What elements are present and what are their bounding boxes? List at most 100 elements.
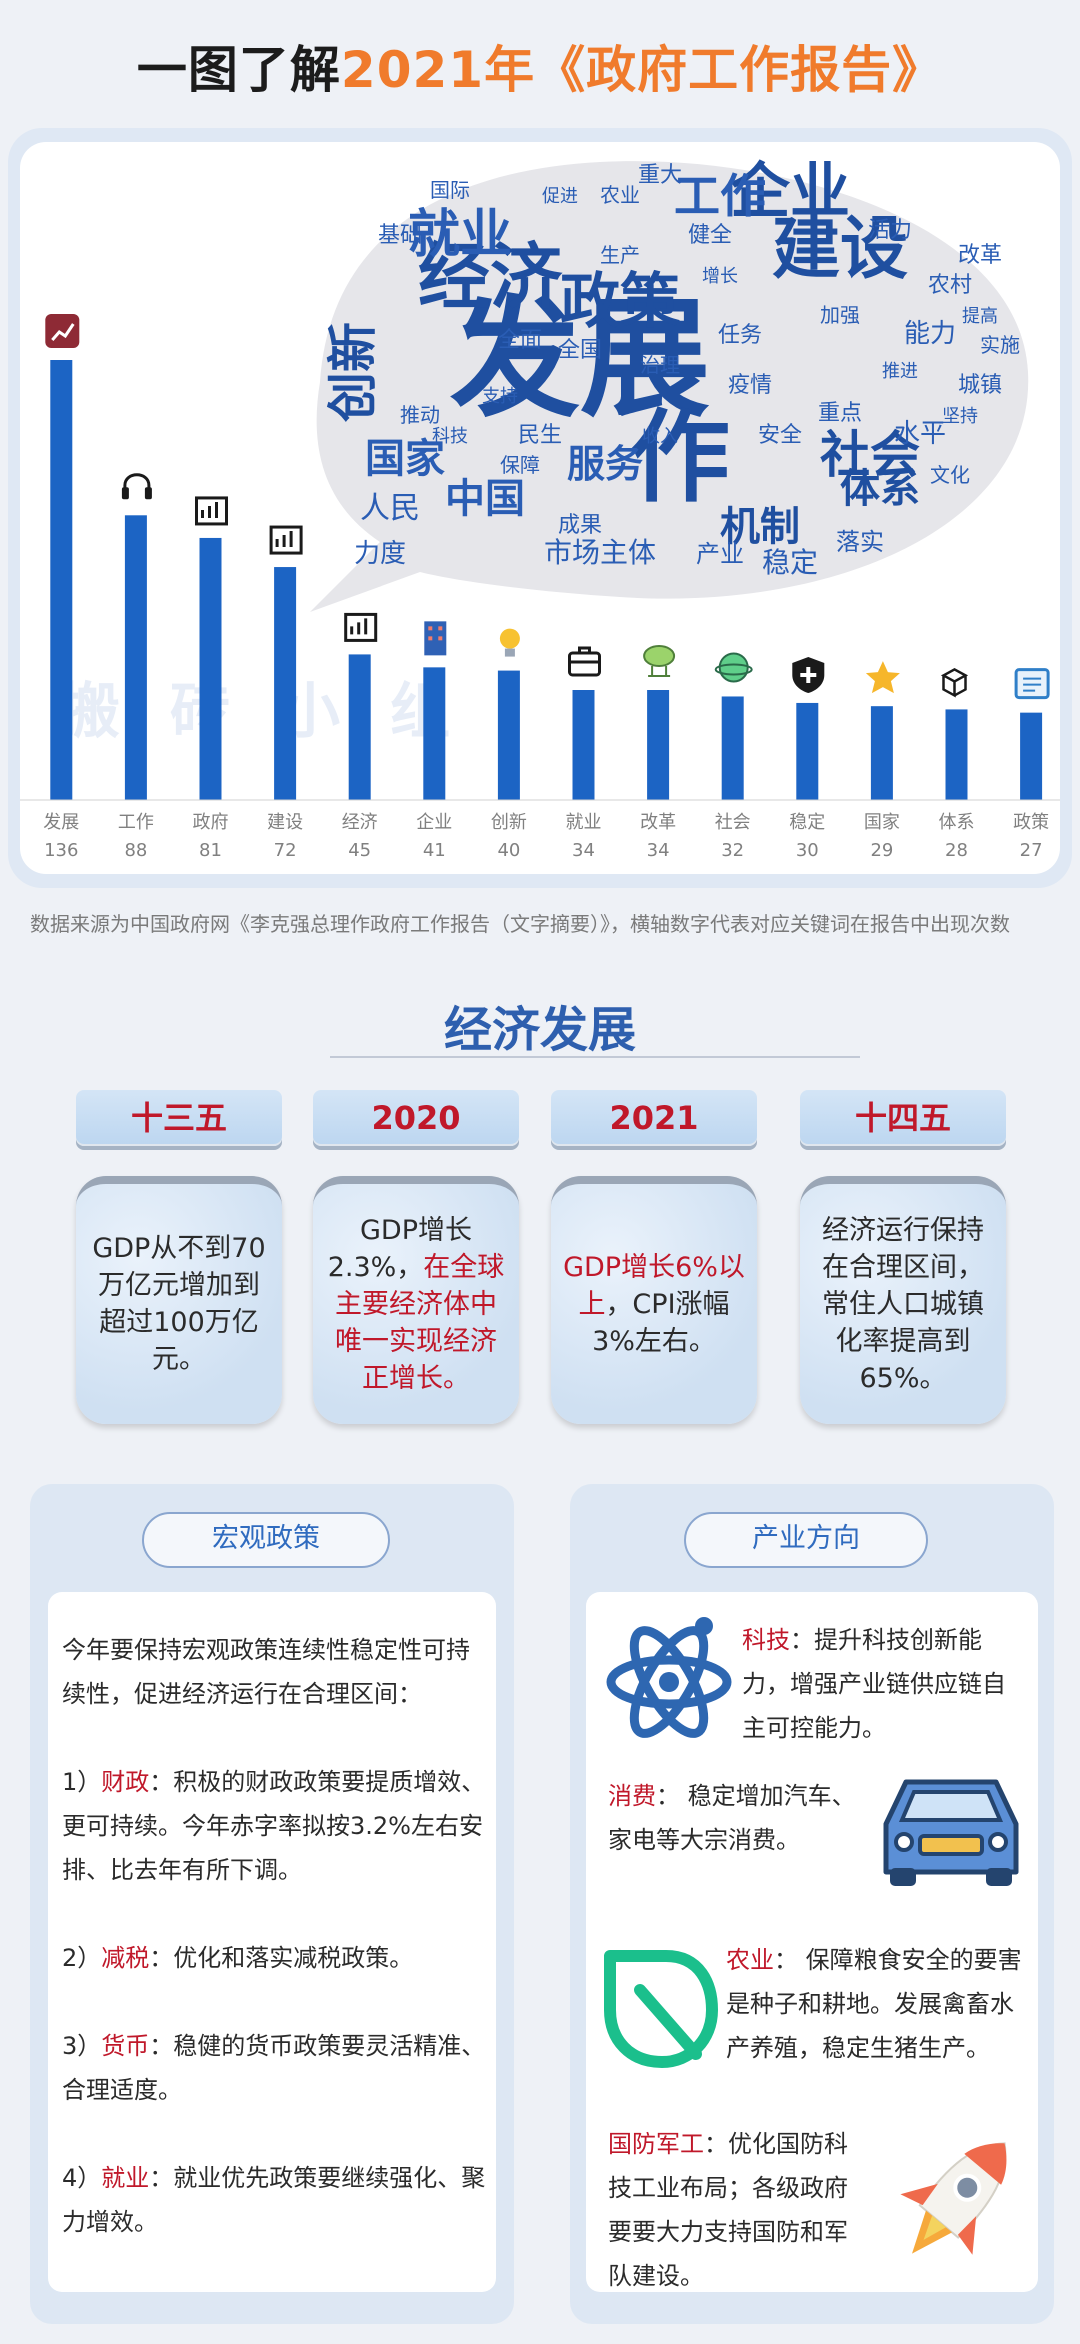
wordcloud-word: 国际 (430, 178, 470, 202)
item-text: ：积极的财政政策要提质增效、更可持续。今年赤字率拟按3.2%左右安排、比去年有所… (62, 1768, 486, 1884)
wordcloud-word: 全国 (558, 338, 602, 363)
wordcloud-word: 市场主体 (544, 536, 656, 569)
wordcloud-word: 改革 (958, 243, 1002, 268)
wordcloud-word: 科技 (432, 426, 468, 447)
macro-policy-title: 宏观政策 (142, 1512, 390, 1568)
growth-chart-icon (344, 612, 378, 642)
office-tower-icon (424, 621, 447, 656)
wordcloud-word: 健全 (688, 223, 732, 248)
wordcloud-word: 任务 (718, 323, 762, 348)
bar-4 (348, 654, 371, 800)
wordcloud-word: 基础 (378, 223, 422, 248)
wordcloud-word: 安全 (758, 423, 802, 448)
wordcloud-word: 推进 (882, 361, 918, 382)
rocket-icon (900, 2142, 1007, 2255)
lightbulb-icon (499, 628, 520, 657)
macro-policy-body: 今年要保持宏观政策连续性稳定性可持续性，促进经济运行在合理区间： 1）财政：积极… (48, 1592, 496, 2292)
wordcloud-word: 坚持 (942, 406, 978, 427)
item-keyword: 国防军工 (608, 2130, 704, 2158)
wordcloud-word: 实施 (980, 333, 1020, 357)
shield-plus-icon (792, 656, 825, 693)
card-text-plain: ，CPI涨幅3%左右。 (592, 1288, 730, 1357)
item-keyword: 货币 (101, 2032, 150, 2060)
industry-title: 产业方向 (684, 1512, 928, 1568)
x-tick-label: 企业 (416, 812, 452, 833)
chart-icon (45, 314, 80, 348)
wordcloud-word: 国家 (365, 436, 445, 482)
bar-1 (124, 515, 147, 800)
card-text: GDP增长2.3%，在全球主要经济体中唯一实现经济正增长。 (325, 1212, 507, 1397)
wordcloud-word: 人民 (360, 491, 420, 526)
data-label: 81 (199, 840, 222, 861)
wordcloud-word: 发展 (450, 283, 710, 435)
bar-2 (199, 537, 222, 800)
wordcloud-word: 增长 (702, 266, 738, 287)
x-tick-label: 政府 (193, 812, 229, 833)
item-keyword: 财政 (101, 1768, 150, 1796)
wordcloud-word: 民生 (518, 423, 562, 448)
item-keyword: 减税 (101, 1944, 150, 1972)
wordcloud-word: 治理 (640, 353, 680, 377)
atom-icon (606, 1617, 732, 1738)
cubes-icon (940, 667, 969, 698)
wordcloud-word: 文化 (930, 463, 970, 487)
wordcloud-word: 提高 (962, 306, 998, 327)
wordcloud-word: 水平 (894, 419, 946, 449)
wordcloud-word: 城镇 (958, 373, 1002, 398)
tab-13th-five-year: 十三五 (76, 1090, 282, 1146)
wordcloud-word: 能力 (904, 319, 956, 349)
x-tick-label: 建设 (267, 812, 303, 833)
x-tick-label: 改革 (640, 812, 676, 833)
keyword-bar-chart: 发展经济政策建设企业就业工作国家中国作社会机制体系服务创新人民市场主体 稳定落实水… (20, 157, 1060, 861)
car-icon (883, 1779, 1019, 1886)
industry-item-agriculture: 农业： 保障粮食安全的要害是种子和耕地。发展禽畜水产养殖，稳定生猪生产。 (726, 1938, 1026, 2070)
wordcloud-word: 重点 (818, 401, 862, 426)
bar-7 (572, 690, 595, 800)
bar-3 (274, 567, 297, 800)
card-text: GDP增长6%以上，CPI涨幅3%左右。 (563, 1249, 745, 1360)
page-title: 一图了解2021年《政府工作报告》 (0, 30, 1080, 102)
item-keyword: 消费 (608, 1782, 656, 1810)
x-tick-label: 社会 (715, 812, 751, 833)
wordcloud-word: 活力 (868, 218, 912, 243)
macro-item-employment: 4）就业：就业优先政策要继续强化、聚力增效。 (62, 2156, 492, 2244)
wordcloud-word: 生产 (600, 243, 640, 267)
x-tick-label: 国家 (864, 812, 900, 833)
data-label: 34 (572, 840, 595, 861)
wordcloud-word: 政策 (560, 267, 680, 337)
tab-2021: 2021 (551, 1090, 757, 1146)
item-text: ：优化国防科技工业布局；各级政府要要大力支持国防和军队建设。 (608, 2130, 848, 2290)
wordcloud-word: 推动 (400, 403, 440, 427)
macro-intro: 今年要保持宏观政策连续性稳定性可持续性，促进经济运行在合理区间： (62, 1636, 470, 1708)
data-label: 32 (721, 840, 744, 861)
card-text-highlight: GDP增长6%以上 (563, 1251, 745, 1320)
data-label: 29 (870, 840, 893, 861)
wordcloud-word: 力度 (354, 539, 406, 569)
x-tick-label: 工作 (118, 812, 154, 833)
item-keyword: 科技 (742, 1626, 790, 1654)
industry-item-tech: 科技：提升科技创新能力，增强产业链供应链自主可控能力。 (742, 1618, 1026, 1750)
wordcloud-word: 服务 (567, 442, 643, 486)
item-number: 4） (62, 2164, 102, 2192)
bar-5 (423, 667, 446, 800)
industry-item-consumption: 消费： 稳定增加汽车、家电等大宗消费。 (608, 1774, 878, 1862)
section-title: 经济发展 (443, 1002, 636, 1058)
data-label: 27 (1020, 840, 1043, 861)
item-text: ：优化和落实减税政策。 (149, 1944, 414, 1972)
x-tick-label: 就业 (566, 812, 602, 833)
bar-8 (647, 690, 670, 800)
wordcloud-word: 重大 (638, 163, 682, 188)
wordcloud-word: 企业 (730, 157, 850, 227)
item-keyword: 农业 (726, 1946, 774, 1974)
wordcloud-word: 建设 (772, 210, 908, 289)
bar-10 (796, 702, 819, 800)
wordcloud-word: 中国 (445, 476, 525, 522)
card-text: GDP从不到70万亿元增加到超过100万亿元。 (92, 1233, 266, 1375)
wordcloud-word: 落实 (836, 528, 884, 556)
cloud-network-icon (643, 645, 676, 677)
star-icon (865, 661, 900, 694)
x-tick-label: 发展 (43, 812, 79, 833)
x-tick-label: 经济 (342, 812, 378, 833)
wordcloud-word: 支持 (482, 386, 518, 407)
wordcloud-word: 机制 (720, 504, 800, 550)
